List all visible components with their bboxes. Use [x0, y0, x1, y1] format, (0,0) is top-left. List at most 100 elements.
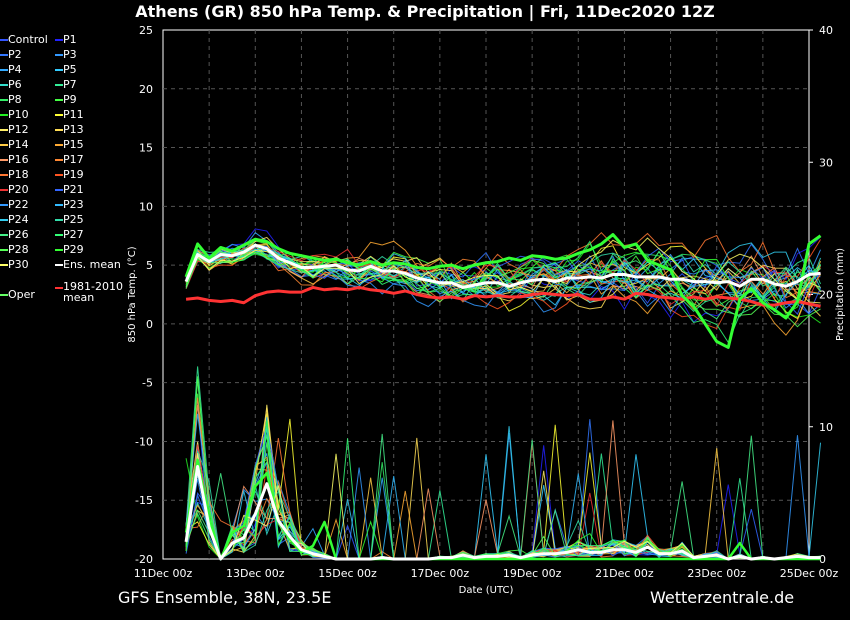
legend-label: P15: [63, 138, 84, 151]
legend-swatch: [55, 99, 63, 101]
legend-label: P16: [8, 153, 29, 166]
legend-label: P17: [63, 153, 84, 166]
legend-label: P19: [63, 168, 84, 181]
legend-swatch: [55, 129, 63, 131]
member-temp-line: [185, 246, 821, 309]
member-temp-line: [185, 239, 821, 320]
y-tick-label: -20: [135, 553, 153, 566]
legend-label: P24: [8, 213, 29, 226]
member-temp-line: [185, 240, 821, 344]
member-temp-line: [185, 237, 821, 300]
legend-label: Oper: [8, 288, 35, 301]
member-precip-line: [185, 451, 821, 561]
legend-label: P2: [8, 48, 22, 61]
y-tick-label: -5: [142, 377, 153, 390]
y-tick-label: 20: [139, 83, 153, 96]
legend-label: P23: [63, 198, 84, 211]
legend-swatch: [55, 249, 63, 251]
legend-swatch: [0, 129, 8, 131]
y-axis-title: 850 hPa Temp. (°C): [127, 246, 138, 342]
legend-swatch: [0, 84, 8, 86]
legend-label: Ens. mean: [63, 258, 121, 271]
legend-label: P30: [8, 258, 29, 271]
y2-tick-label: 20: [819, 289, 833, 302]
member-temp-line: [185, 236, 821, 304]
legend-swatch: [0, 54, 8, 56]
oper-temp-line: [184, 233, 822, 349]
x-tick-label: 23Dec 00z: [687, 567, 746, 580]
legend-label: P25: [63, 213, 84, 226]
x-axis-title: Date (UTC): [459, 585, 514, 596]
x-tick-label: 19Dec 00z: [503, 567, 562, 580]
legend-label: P29: [63, 243, 84, 256]
x-tick-label: 25Dec 00z: [780, 567, 839, 580]
x-tick-label: 15Dec 00z: [318, 567, 377, 580]
ens-mean-temp-line: [184, 243, 821, 289]
legend-swatch: [55, 144, 63, 146]
legend-label: P13: [63, 123, 84, 136]
legend-label: P27: [63, 228, 84, 241]
legend-swatch: [0, 249, 8, 251]
legend-label: P8: [8, 93, 22, 106]
legend-swatch: [0, 219, 8, 221]
legend-label: P22: [8, 198, 29, 211]
legend-swatch: [0, 159, 8, 161]
legend-swatch: [0, 39, 8, 41]
y2-tick-label: 40: [819, 24, 833, 37]
x-tick-label: 13Dec 00z: [226, 567, 285, 580]
legend-swatch: [0, 189, 8, 191]
footer-model-info: GFS Ensemble, 38N, 23.5E: [118, 588, 332, 607]
legend-swatch: [0, 99, 8, 101]
legend-label: P4: [8, 63, 22, 76]
legend-swatch: [0, 69, 8, 71]
legend-label: 1981-2010 mean: [63, 279, 123, 304]
ens-mean-precip-line: [184, 464, 821, 561]
legend-label: P10: [8, 108, 29, 121]
legend-swatch: [0, 264, 8, 266]
y-tick-label: 10: [139, 200, 153, 213]
legend-swatch: [55, 286, 63, 289]
legend-label: Control: [8, 33, 48, 46]
legend-label: P21: [63, 183, 84, 196]
footer-site-name: Wetterzentrale.de: [650, 588, 795, 607]
member-temp-line: [185, 247, 821, 317]
y-tick-label: -10: [135, 435, 153, 448]
legend-swatch: [55, 54, 63, 56]
member-temp-line: [185, 245, 821, 307]
x-tick-label: 17Dec 00z: [411, 567, 470, 580]
legend-swatch: [55, 114, 63, 116]
legend-swatch: [55, 159, 63, 161]
y2-tick-label: 30: [819, 156, 833, 169]
legend-swatch: [55, 174, 63, 176]
legend-label: P12: [8, 123, 29, 136]
legend-swatch: [55, 234, 63, 236]
legend-swatch: [0, 144, 8, 146]
y-tick-label: 0: [146, 318, 153, 331]
y2-tick-label: 0: [819, 553, 826, 566]
y-tick-label: 15: [139, 142, 153, 155]
legend-label: P1: [63, 33, 77, 46]
oper-precip-line: [184, 458, 821, 561]
legend-swatch: [55, 39, 63, 41]
legend-swatch: [55, 69, 63, 71]
legend-swatch: [55, 264, 63, 266]
legend-label: P11: [63, 108, 84, 121]
legend-label: P28: [8, 243, 29, 256]
y-tick-label: 25: [139, 24, 153, 37]
y2-tick-label: 10: [819, 421, 833, 434]
legend-swatch: [55, 84, 63, 86]
legend-swatch: [0, 294, 8, 296]
legend-label: P7: [63, 78, 77, 91]
legend-label: P6: [8, 78, 22, 91]
y-tick-label: 5: [146, 259, 153, 272]
legend-label: P20: [8, 183, 29, 196]
chart-title: Athens (GR) 850 hPa Temp. & Precipitatio…: [135, 2, 715, 21]
legend-swatch: [0, 114, 8, 116]
member-temp-line: [185, 239, 821, 330]
y2-axis-title: Precipitation (mm): [835, 248, 846, 341]
legend-swatch: [0, 174, 8, 176]
legend-label: P26: [8, 228, 29, 241]
legend-label: P9: [63, 93, 77, 106]
x-tick-label: 21Dec 00z: [595, 567, 654, 580]
legend-label: P14: [8, 138, 29, 151]
